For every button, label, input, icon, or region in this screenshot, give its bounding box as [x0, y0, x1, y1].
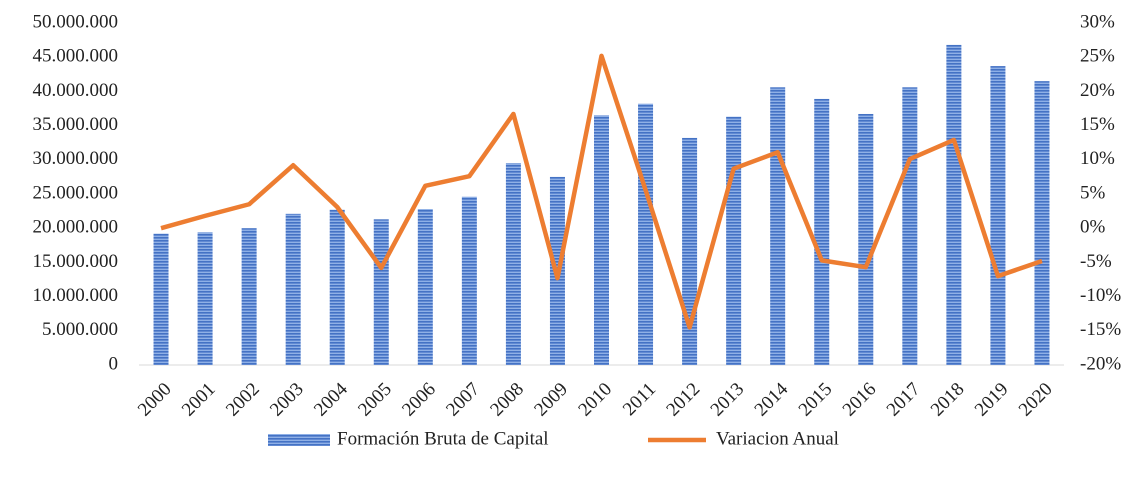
x-tick-label: 2001: [178, 379, 220, 421]
y-tick-label: 10.000.000: [33, 285, 119, 306]
bar: [946, 44, 962, 365]
y2-tick-label: -10%: [1080, 285, 1121, 306]
y2-tick-label: -20%: [1080, 353, 1121, 374]
bar: [197, 232, 213, 365]
y2-tick-label: 30%: [1080, 11, 1115, 32]
bar: [990, 66, 1006, 365]
bar: [682, 137, 698, 365]
x-tick-label: 2018: [927, 379, 969, 421]
x-tick-label: 2007: [442, 379, 484, 421]
y2-tick-label: 5%: [1080, 182, 1106, 203]
y-tick-label: 5.000.000: [42, 319, 118, 340]
x-tick-label: 2017: [883, 379, 925, 421]
x-tick-label: 2000: [134, 379, 176, 421]
x-tick-label: 2016: [839, 379, 881, 421]
bar: [902, 87, 918, 366]
x-tick-label: 2004: [310, 378, 352, 420]
bar: [373, 219, 389, 365]
y-tick-label: 15.000.000: [33, 251, 119, 272]
y-tick-label: 20.000.000: [33, 217, 119, 238]
y-tick-label: 40.000.000: [33, 80, 119, 101]
x-tick-label: 2012: [662, 379, 704, 421]
y2-tick-label: 25%: [1080, 46, 1115, 67]
y-tick-label: 30.000.000: [33, 148, 119, 169]
line: [160, 53, 1043, 330]
x-tick-label: 2006: [398, 379, 440, 421]
x-tick-label: 2015: [795, 379, 837, 421]
y-tick-label: 0: [109, 353, 119, 374]
y-tick-label: 50.000.000: [33, 11, 119, 32]
x-tick-label: 2010: [574, 379, 616, 421]
x-tick-label: 2020: [1015, 379, 1057, 421]
legend-label: Variacion Anual: [716, 428, 839, 449]
y-tick-label: 25.000.000: [33, 182, 119, 203]
x-tick-label: 2008: [486, 379, 528, 421]
y2-tick-label: 20%: [1080, 80, 1115, 101]
y-tick-label: 35.000.000: [33, 114, 119, 135]
x-tick-label: 2014: [751, 378, 793, 420]
bar: [329, 209, 345, 365]
bar: [858, 113, 874, 365]
bar: [638, 103, 654, 365]
bar: [417, 209, 433, 365]
bar: [285, 213, 301, 365]
y2-tick-label: -5%: [1080, 251, 1112, 272]
x-tick-label: 2003: [266, 379, 308, 421]
y-tick-label: 45.000.000: [33, 46, 119, 67]
y2-tick-label: -15%: [1080, 319, 1121, 340]
y2-tick-label: 10%: [1080, 148, 1115, 169]
x-tick-label: 2013: [707, 379, 749, 421]
legend-swatch: [268, 434, 330, 446]
bar: [505, 163, 521, 365]
x-tick-label: 2011: [619, 379, 660, 420]
bar: [726, 116, 742, 365]
bar: [461, 196, 477, 365]
y2-tick-label: 0%: [1080, 217, 1106, 238]
bar: [241, 228, 257, 365]
x-tick-label: 2005: [354, 379, 396, 421]
bar: [770, 87, 786, 366]
legend-label: Formación Bruta de Capital: [337, 428, 549, 449]
x-tick-label: 2009: [530, 379, 572, 421]
x-tick-label: 2002: [222, 379, 264, 421]
bar: [1034, 81, 1050, 365]
x-tick-label: 2019: [971, 379, 1013, 421]
y2-tick-label: 15%: [1080, 114, 1115, 135]
bar: [153, 233, 169, 365]
bar: [814, 98, 830, 365]
bar: [594, 115, 609, 365]
